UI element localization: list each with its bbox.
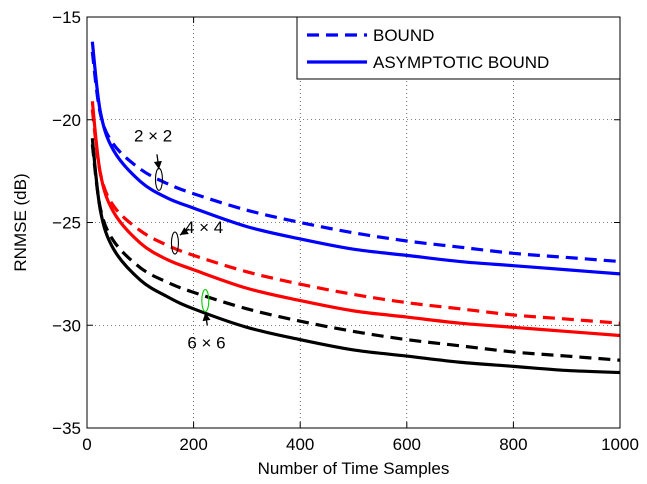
legend-label: ASYMPTOTIC BOUND — [373, 53, 549, 72]
y-tick-label: −15 — [52, 8, 81, 27]
series-line-44-dashed — [90, 109, 621, 325]
legend-label: BOUND — [373, 26, 434, 45]
grid — [87, 17, 620, 428]
series-line-44-solid — [90, 101, 621, 338]
legend-box — [296, 16, 621, 80]
y-tick-label: −20 — [52, 111, 81, 130]
y-tick-label: −25 — [52, 214, 81, 233]
legend: BOUND ASYMPTOTIC BOUND — [296, 16, 621, 80]
y-axis-label: RNMSE (dB) — [11, 173, 30, 271]
series-line-22-solid — [90, 41, 621, 276]
annotation-arrow-head — [179, 227, 189, 236]
y-tick-label: −35 — [52, 419, 81, 438]
x-tick-label: 600 — [393, 435, 421, 454]
annotation-ellipse — [201, 289, 210, 313]
annotation-ellipse — [170, 231, 179, 255]
series-line-22-dashed — [90, 51, 621, 264]
annotation-label: 4 × 4 — [185, 218, 223, 237]
x-tick-label: 800 — [499, 435, 527, 454]
y-tick-label: −30 — [52, 316, 81, 335]
x-tick-label: 1000 — [601, 435, 639, 454]
annotation-label: 6 × 6 — [187, 334, 225, 353]
annotation-arrow-head — [153, 160, 162, 170]
annotation-label: 2 × 2 — [134, 126, 172, 145]
annotation-arrow-head — [202, 312, 211, 322]
ticks: 0 200 400 600 800 1000 −35 −30 −25 −20 −15 — [52, 8, 639, 454]
x-tick-label: 200 — [179, 435, 207, 454]
x-axis-label: Number of Time Samples — [258, 459, 450, 478]
x-tick-label: 400 — [286, 435, 314, 454]
annotations: 2 × 2 4 × 4 6 × 6 — [134, 126, 226, 352]
x-tick-label: 0 — [82, 435, 91, 454]
series-line-66-solid — [90, 138, 621, 375]
series-lines — [90, 41, 621, 375]
series-line-66-dashed — [90, 144, 621, 362]
